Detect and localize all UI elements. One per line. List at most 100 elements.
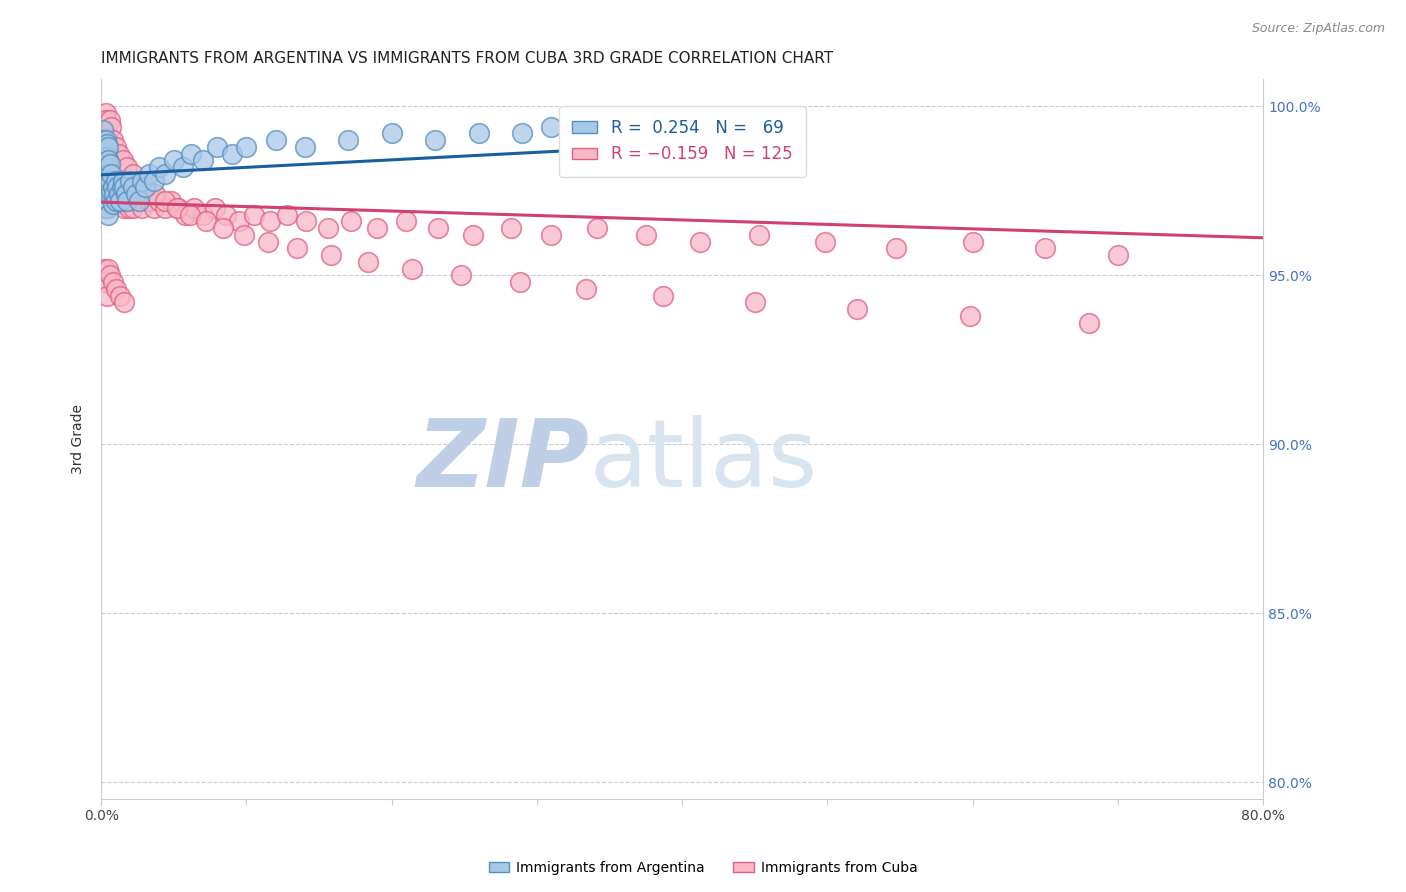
Point: [845, 302, 868, 317]
Point: [94, 275, 117, 289]
Point: [357, 255, 380, 269]
Point: [232, 227, 254, 242]
Point: [748, 227, 770, 242]
Point: [105, 180, 128, 194]
Point: [114, 295, 136, 310]
Point: [96, 174, 118, 188]
Point: [93, 187, 115, 202]
Point: [540, 120, 562, 134]
Point: [101, 180, 124, 194]
Text: ZIP: ZIP: [416, 415, 589, 507]
Point: [540, 227, 562, 242]
Point: [108, 180, 131, 194]
Point: [652, 288, 675, 302]
Point: [111, 174, 134, 188]
Point: [91, 167, 114, 181]
Point: [93, 174, 115, 188]
Text: IMMIGRANTS FROM ARGENTINA VS IMMIGRANTS FROM CUBA 3RD GRADE CORRELATION CHART: IMMIGRANTS FROM ARGENTINA VS IMMIGRANTS …: [101, 51, 834, 66]
Point: [135, 180, 157, 194]
Point: [148, 194, 170, 208]
Point: [96, 136, 118, 151]
Point: [117, 194, 139, 208]
Point: [461, 227, 484, 242]
Point: [111, 153, 134, 168]
Point: [97, 174, 120, 188]
Point: [96, 201, 118, 215]
Point: [98, 153, 121, 168]
Point: [128, 194, 150, 208]
Point: [105, 187, 128, 202]
Point: [104, 194, 127, 208]
Point: [134, 187, 156, 202]
Point: [115, 187, 138, 202]
Point: [94, 187, 117, 202]
Point: [93, 261, 115, 276]
Point: [221, 146, 243, 161]
Point: [94, 112, 117, 127]
Point: [93, 174, 115, 188]
Point: [148, 160, 170, 174]
Text: Source: ZipAtlas.com: Source: ZipAtlas.com: [1251, 22, 1385, 36]
Point: [94, 170, 117, 185]
Point: [153, 167, 176, 181]
Point: [97, 167, 120, 181]
Point: [285, 241, 308, 255]
Point: [100, 184, 122, 198]
Point: [142, 201, 165, 215]
Point: [97, 194, 120, 208]
Point: [94, 160, 117, 174]
Point: [104, 180, 127, 194]
Point: [179, 207, 201, 221]
Point: [94, 106, 117, 120]
Point: [276, 207, 298, 221]
Point: [91, 112, 114, 127]
Point: [884, 241, 907, 255]
Point: [167, 201, 190, 215]
Point: [264, 133, 287, 147]
Point: [125, 187, 148, 202]
Point: [100, 160, 122, 174]
Point: [401, 261, 423, 276]
Point: [118, 201, 141, 215]
Point: [103, 174, 125, 188]
Point: [101, 197, 124, 211]
Point: [97, 201, 120, 215]
Point: [101, 167, 124, 181]
Point: [101, 275, 124, 289]
Point: [235, 140, 257, 154]
Point: [114, 180, 136, 194]
Point: [294, 140, 316, 154]
Point: [97, 133, 120, 147]
Point: [117, 160, 139, 174]
Point: [108, 194, 131, 208]
Point: [228, 214, 250, 228]
Point: [94, 133, 117, 147]
Point: [93, 184, 115, 198]
Point: [98, 167, 121, 181]
Point: [813, 235, 835, 249]
Point: [153, 201, 176, 215]
Point: [120, 187, 142, 202]
Point: [94, 160, 117, 174]
Point: [94, 150, 117, 164]
Point: [101, 133, 124, 147]
Point: [744, 295, 766, 310]
Point: [96, 153, 118, 168]
Point: [93, 133, 115, 147]
Point: [114, 201, 136, 215]
Point: [212, 221, 235, 235]
Point: [125, 187, 148, 202]
Point: [110, 180, 132, 194]
Point: [104, 174, 127, 188]
Point: [425, 133, 447, 147]
Point: [1107, 248, 1129, 262]
Point: [142, 174, 165, 188]
Point: [316, 221, 339, 235]
Point: [689, 235, 711, 249]
Point: [94, 194, 117, 208]
Point: [101, 180, 124, 194]
Point: [120, 174, 142, 188]
Point: [319, 248, 342, 262]
Point: [97, 180, 120, 194]
Point: [122, 167, 145, 181]
